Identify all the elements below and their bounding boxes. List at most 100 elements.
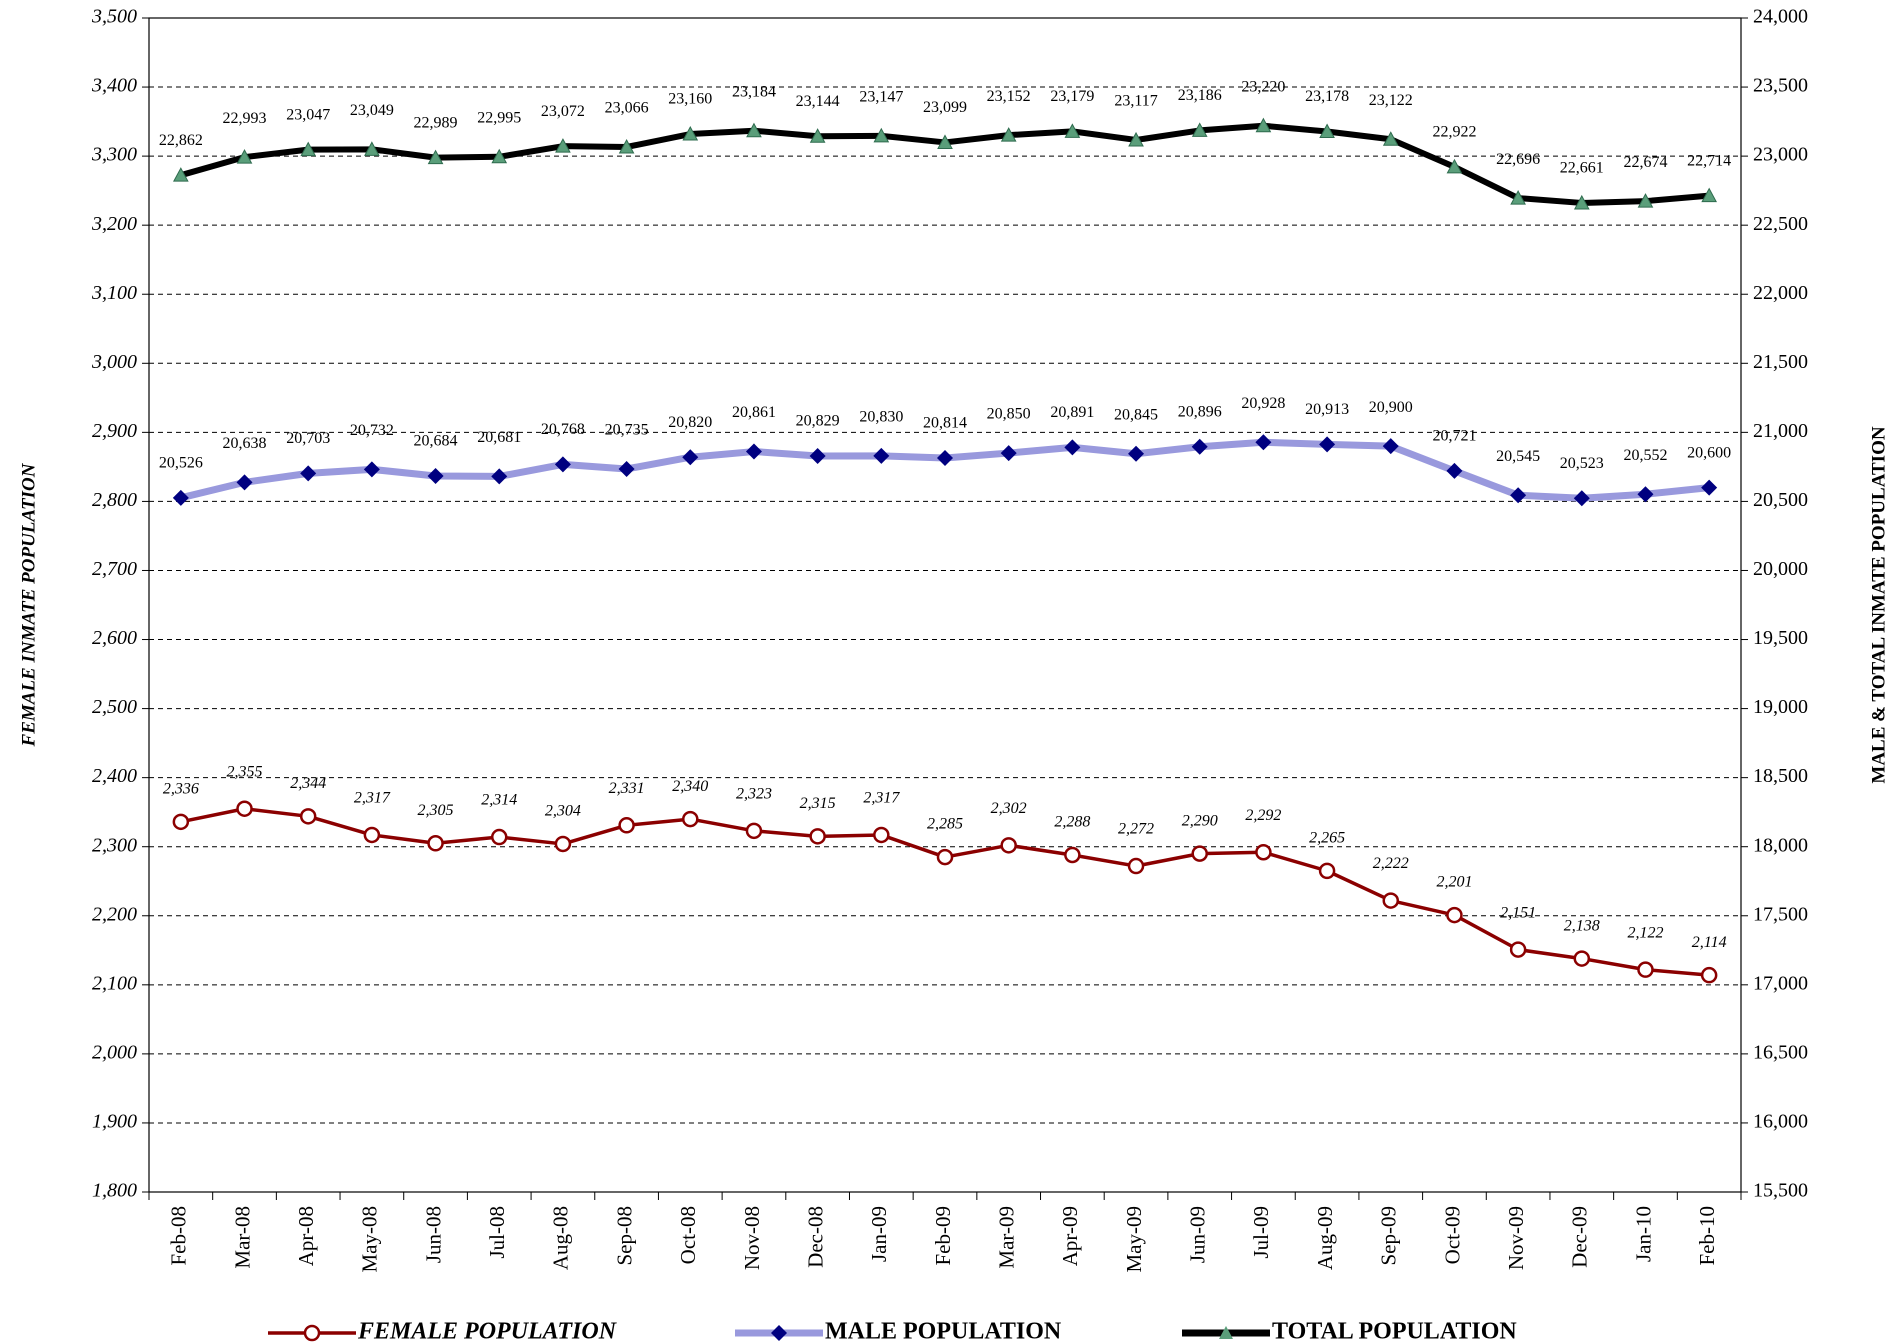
data-label: 22,995 bbox=[477, 109, 521, 126]
data-label: 22,862 bbox=[159, 132, 203, 149]
data-label: 23,099 bbox=[923, 99, 967, 116]
data-label: 2,340 bbox=[672, 778, 708, 795]
data-label: 23,122 bbox=[1369, 92, 1413, 109]
y2-tick-label: 23,000 bbox=[1753, 144, 1808, 166]
y-axis-title: FEMALE INMATE POPULATION bbox=[18, 462, 39, 747]
y2-tick-label: 18,500 bbox=[1753, 765, 1808, 787]
data-label: 22,661 bbox=[1560, 160, 1604, 177]
point bbox=[236, 474, 253, 491]
y2-tick-label: 21,500 bbox=[1753, 351, 1808, 373]
data-label: 23,117 bbox=[1114, 93, 1157, 110]
y2-tick-label: 17,500 bbox=[1753, 903, 1808, 925]
point bbox=[236, 800, 253, 817]
x-tick-label: Sep-09 bbox=[1377, 1206, 1401, 1266]
x-tick-label: Feb-10 bbox=[1695, 1206, 1719, 1266]
y-tick-label: 2,000 bbox=[92, 1041, 137, 1063]
y-tick-label: 1,900 bbox=[92, 1111, 137, 1133]
y-tick-label: 3,400 bbox=[91, 75, 137, 97]
data-label: 2,151 bbox=[1500, 904, 1536, 921]
legend-label: FEMALE POPULATION bbox=[357, 1319, 618, 1343]
data-label: 2,114 bbox=[1692, 934, 1727, 951]
legend-label: MALE POPULATION bbox=[825, 1319, 1062, 1343]
point bbox=[491, 468, 508, 485]
data-label: 2,285 bbox=[927, 816, 963, 833]
point bbox=[1509, 941, 1527, 958]
x-tick-label: Jul-09 bbox=[1249, 1206, 1273, 1259]
data-label: 23,144 bbox=[796, 93, 840, 110]
data-label: 2,201 bbox=[1436, 874, 1472, 891]
point bbox=[1127, 857, 1145, 875]
point bbox=[1255, 117, 1272, 133]
y2-tick-label: 22,500 bbox=[1753, 213, 1808, 235]
point bbox=[427, 835, 444, 852]
x-tick-label: Dec-08 bbox=[803, 1206, 827, 1268]
y-tick-label: 1,800 bbox=[92, 1180, 137, 1202]
point bbox=[618, 817, 635, 834]
point bbox=[1382, 131, 1399, 146]
point bbox=[554, 835, 572, 853]
point bbox=[746, 122, 762, 138]
point bbox=[745, 443, 762, 460]
data-label: 23,047 bbox=[286, 106, 330, 123]
data-label: 20,829 bbox=[796, 413, 840, 430]
data-label: 23,066 bbox=[605, 100, 649, 117]
point bbox=[1000, 127, 1017, 142]
data-label: 22,714 bbox=[1687, 152, 1731, 169]
x-tick-label: Feb-09 bbox=[931, 1206, 955, 1266]
point bbox=[1573, 490, 1590, 507]
point bbox=[936, 848, 954, 866]
data-label: 2,302 bbox=[991, 800, 1027, 817]
point bbox=[1128, 445, 1145, 462]
data-label: 20,891 bbox=[1050, 404, 1094, 421]
data-label: 22,989 bbox=[414, 114, 458, 131]
point bbox=[1701, 187, 1717, 203]
point bbox=[745, 822, 763, 840]
point bbox=[873, 447, 890, 464]
point bbox=[618, 138, 635, 154]
point bbox=[236, 149, 253, 164]
data-label: 20,732 bbox=[350, 422, 394, 439]
data-label: 22,993 bbox=[223, 110, 267, 127]
y2-tick-label: 19,500 bbox=[1753, 627, 1808, 649]
point bbox=[1446, 158, 1463, 174]
x-tick-label: Sep-08 bbox=[612, 1206, 636, 1266]
point bbox=[172, 813, 190, 831]
point bbox=[1191, 122, 1208, 137]
point bbox=[299, 808, 317, 825]
data-label: 2,290 bbox=[1182, 812, 1218, 829]
data-label: 23,160 bbox=[668, 91, 712, 108]
data-label: 23,049 bbox=[350, 102, 394, 119]
point bbox=[937, 134, 953, 149]
x-tick-label: Jun-08 bbox=[421, 1206, 445, 1263]
point bbox=[1510, 487, 1527, 504]
y2-tick-label: 17,000 bbox=[1753, 972, 1808, 994]
x-tick-label: Apr-08 bbox=[294, 1206, 318, 1266]
x-tick-label: Nov-09 bbox=[1504, 1206, 1528, 1270]
y2-tick-label: 20,000 bbox=[1753, 558, 1808, 580]
point bbox=[555, 138, 571, 153]
point bbox=[1128, 131, 1144, 147]
y-tick-label: 2,100 bbox=[92, 972, 137, 994]
y-tick-label: 3,100 bbox=[91, 282, 137, 304]
point bbox=[300, 141, 317, 157]
x-tick-label: Oct-09 bbox=[1440, 1206, 1464, 1264]
point bbox=[682, 125, 699, 141]
point bbox=[1319, 436, 1336, 453]
x-tick-label: May-08 bbox=[358, 1206, 382, 1273]
point bbox=[1191, 845, 1208, 862]
point bbox=[1255, 434, 1272, 451]
data-label: 20,845 bbox=[1114, 406, 1158, 423]
x-tick-label: Jun-09 bbox=[1186, 1206, 1210, 1263]
x-tick-label: Mar-09 bbox=[994, 1206, 1018, 1269]
x-tick-label: Jan-09 bbox=[867, 1206, 891, 1262]
data-label: 2,138 bbox=[1564, 917, 1600, 934]
data-label: 20,523 bbox=[1560, 455, 1604, 472]
y2-tick-label: 19,000 bbox=[1753, 696, 1808, 718]
point bbox=[873, 127, 890, 143]
y2-tick-label: 21,000 bbox=[1753, 420, 1808, 442]
data-label: 2,317 bbox=[354, 790, 391, 807]
data-label: 2,336 bbox=[163, 781, 199, 798]
y-tick-label: 2,300 bbox=[92, 834, 137, 856]
data-label: 20,552 bbox=[1623, 447, 1667, 464]
point bbox=[427, 149, 444, 165]
